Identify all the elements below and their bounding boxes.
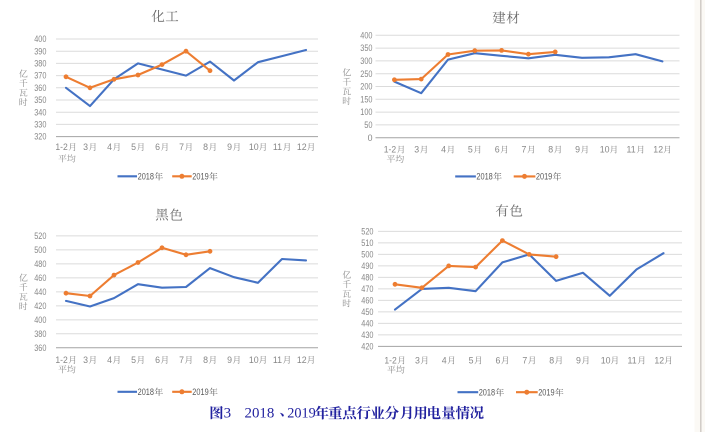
svg-text:3: 3 [224,406,232,422]
svg-text:5: 5 [131,355,136,365]
svg-text:520: 520 [34,231,46,241]
svg-text:1-2: 1-2 [55,142,68,152]
svg-text:440: 440 [34,287,46,297]
svg-text:9: 9 [576,355,581,365]
svg-text:12: 12 [297,355,307,365]
svg-text:380: 380 [34,59,46,69]
svg-text:8: 8 [203,142,208,152]
svg-text:10: 10 [601,355,611,365]
svg-text:6: 6 [495,145,500,155]
svg-text:6: 6 [496,355,501,365]
svg-text:2019: 2019 [192,172,208,182]
svg-text:5: 5 [468,145,473,155]
svg-text:250: 250 [360,69,372,79]
svg-text:10: 10 [600,145,610,155]
svg-text:320: 320 [34,132,46,142]
svg-text:2019: 2019 [536,172,552,182]
svg-text:450: 450 [361,307,373,317]
svg-text:360: 360 [34,83,46,93]
svg-text:5: 5 [131,142,136,152]
svg-text:440: 440 [361,319,373,329]
svg-text:100: 100 [360,107,372,117]
svg-text:480: 480 [34,259,46,269]
svg-text:330: 330 [34,120,46,130]
svg-text:460: 460 [361,296,373,306]
svg-text:6: 6 [155,355,160,365]
svg-text:11: 11 [273,142,282,152]
svg-text:12: 12 [654,355,664,365]
svg-text:2019: 2019 [192,387,208,397]
svg-text:360: 360 [34,343,46,353]
svg-text:380: 380 [34,329,46,339]
svg-text:480: 480 [361,273,373,283]
svg-text:2018: 2018 [245,406,275,422]
svg-text:370: 370 [34,71,46,81]
svg-text:400: 400 [34,315,46,325]
svg-text:12: 12 [653,145,663,155]
svg-text:420: 420 [34,301,46,311]
svg-text:10: 10 [249,142,259,152]
svg-text:50: 50 [364,120,372,130]
svg-text:300: 300 [360,56,372,66]
svg-text:2018: 2018 [479,387,495,397]
svg-text:200: 200 [360,82,372,92]
svg-text:4: 4 [441,145,446,155]
svg-text:11: 11 [628,355,637,365]
svg-text:9: 9 [575,145,580,155]
svg-text:3: 3 [83,355,88,365]
svg-text:4: 4 [107,355,112,365]
svg-text:2018: 2018 [138,172,154,182]
svg-text:2018: 2018 [138,387,154,397]
svg-text:11: 11 [627,145,636,155]
svg-text:4: 4 [442,355,447,365]
svg-text:1-2: 1-2 [384,355,397,365]
svg-text:12: 12 [297,142,307,152]
svg-text:500: 500 [361,250,373,260]
svg-text:6: 6 [155,142,160,152]
svg-text:8: 8 [203,355,208,365]
svg-text:11: 11 [273,355,282,365]
svg-text:3: 3 [414,145,419,155]
svg-text:8: 8 [549,355,554,365]
svg-text:2018: 2018 [476,172,492,182]
svg-text:510: 510 [361,238,373,248]
svg-text:0: 0 [368,133,373,143]
svg-text:520: 520 [361,227,373,237]
svg-text:8: 8 [548,145,553,155]
svg-text:340: 340 [34,107,46,117]
svg-text:9: 9 [227,355,232,365]
svg-text:390: 390 [34,46,46,56]
svg-text:3: 3 [83,142,88,152]
svg-text:2019: 2019 [287,406,316,422]
svg-text:350: 350 [360,43,372,53]
svg-text:7: 7 [179,355,184,365]
svg-text:9: 9 [227,142,232,152]
svg-text:7: 7 [179,142,184,152]
svg-text:1-2: 1-2 [55,355,68,365]
svg-text:350: 350 [34,95,46,105]
svg-text:5: 5 [469,355,474,365]
svg-text:420: 420 [361,342,373,352]
svg-text:400: 400 [360,30,372,40]
svg-text:3: 3 [415,355,420,365]
svg-text:400: 400 [34,34,46,44]
svg-text:460: 460 [34,273,46,283]
svg-text:470: 470 [361,284,373,294]
svg-text:10: 10 [249,355,259,365]
svg-text:1-2: 1-2 [384,145,397,155]
svg-text:490: 490 [361,261,373,271]
svg-text:500: 500 [34,245,46,255]
svg-text:4: 4 [107,142,112,152]
svg-text:7: 7 [522,145,527,155]
svg-text:2019: 2019 [538,387,554,397]
svg-text:430: 430 [361,330,373,340]
svg-text:7: 7 [522,355,527,365]
svg-text:150: 150 [360,94,372,104]
